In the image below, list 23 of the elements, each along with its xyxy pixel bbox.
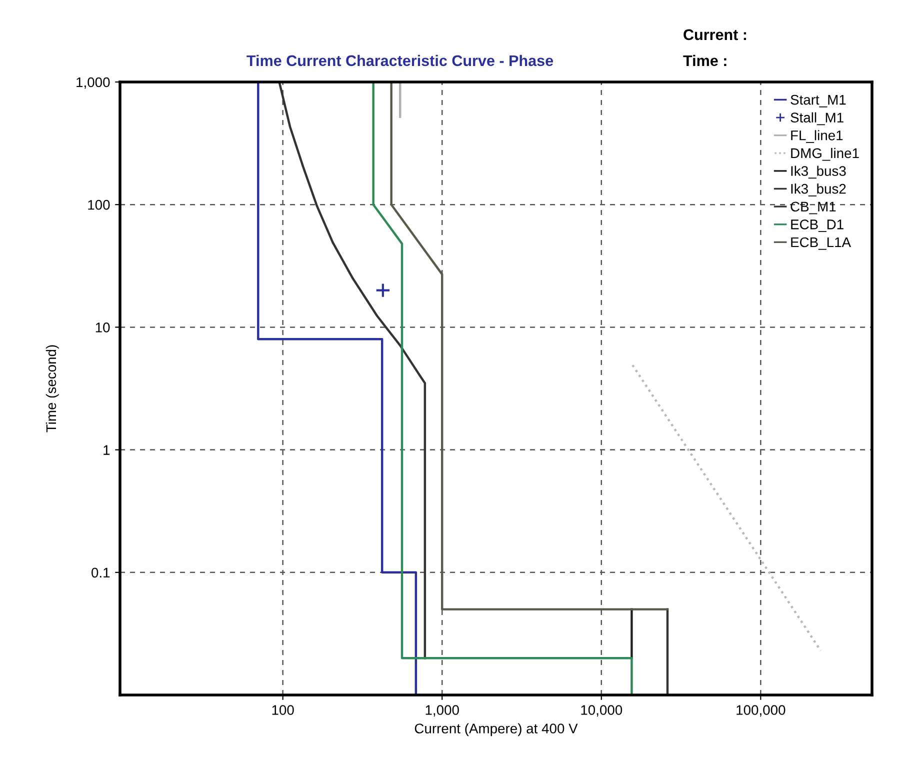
legend-label: Start_M1: [790, 94, 846, 108]
legend-label: DMG_line1: [791, 148, 859, 161]
y-axis-title: Time (second): [46, 345, 59, 432]
chart-title: Time Current Characteristic Curve - Phase: [246, 54, 554, 66]
legend-label: FL_line1: [791, 130, 843, 143]
y-tick-label: 1: [104, 445, 110, 455]
x-axis-title: Current (Ampere) at 400 V: [414, 723, 578, 736]
x-tick-label: 100: [272, 705, 294, 715]
legend-label: CB_M1: [790, 202, 836, 214]
legend-label: Ik3_bus2: [791, 184, 846, 196]
y-tick-label: 100: [88, 200, 110, 210]
legend-label: ECB_L1A: [791, 237, 851, 250]
x-tick-label: 1,000: [426, 705, 459, 717]
text: Time :: [683, 54, 726, 66]
legend-label: Stall_M1: [790, 112, 844, 126]
y-tick-label: 1,000: [76, 77, 110, 89]
x-tick-label: 10,000: [581, 705, 622, 717]
y-tick-label: 0.1: [92, 568, 110, 578]
y-tick-label: 10: [96, 322, 110, 332]
legend-label: ECB_D1: [791, 220, 844, 232]
x-tick-label: 100,000: [736, 705, 786, 717]
text: Current :: [684, 29, 746, 40]
legend-label: Ik3_bus3: [791, 166, 846, 179]
